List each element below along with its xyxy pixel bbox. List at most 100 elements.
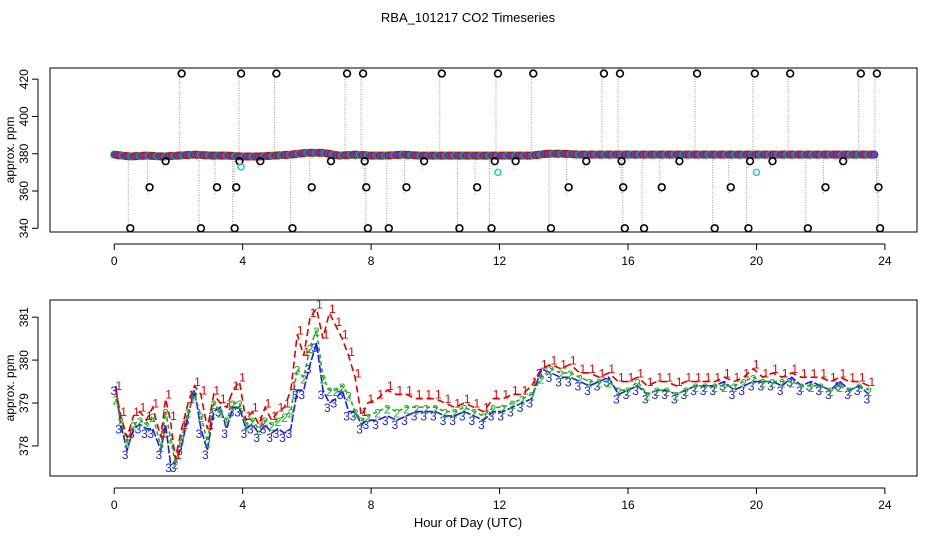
series-marker-2: 2	[243, 419, 250, 433]
series-marker-2: 2	[673, 389, 680, 403]
series-marker-1: 1	[416, 388, 423, 402]
series-marker-3: 3	[459, 410, 466, 424]
series-marker-1: 1	[763, 366, 770, 380]
series-marker-2: 2	[740, 377, 747, 391]
x-axis-label: Hour of Day (UTC)	[414, 515, 522, 530]
x-tick-label: 12	[493, 254, 507, 268]
series-marker-1: 1	[724, 366, 731, 380]
calibration-point	[617, 156, 626, 166]
series-marker-3: 3	[391, 418, 398, 432]
series-marker-2: 2	[634, 377, 641, 391]
series-marker-1: 1	[170, 409, 177, 423]
series-marker-1: 1	[618, 371, 625, 385]
series-marker-2: 2	[130, 419, 137, 433]
series-marker-1: 1	[194, 375, 201, 389]
series-marker-1: 1	[152, 396, 159, 410]
series-marker-1: 1	[175, 448, 182, 462]
series-marker-1: 1	[637, 366, 644, 380]
series-marker-1: 1	[140, 401, 147, 415]
series-marker-3: 3	[215, 405, 222, 419]
series-marker-1: 1	[820, 366, 827, 380]
calibration-point	[230, 224, 239, 233]
series-marker-1: 1	[297, 323, 304, 337]
calibration-point	[326, 156, 336, 166]
series-marker-3: 3	[844, 388, 851, 402]
series-marker-3: 3	[546, 371, 553, 385]
series-marker-1: 1	[474, 396, 481, 410]
series-marker-1: 1	[464, 392, 471, 406]
series-marker-1: 1	[753, 358, 760, 372]
series-marker-2: 2	[345, 389, 352, 403]
series-marker-2: 2	[294, 364, 301, 378]
series-marker-1: 1	[252, 401, 259, 415]
x-tick-label: 4	[239, 498, 246, 512]
calibration-point	[511, 156, 520, 166]
series-marker-1: 1	[133, 405, 140, 419]
series-marker-3: 3	[815, 384, 822, 398]
series-marker-3: 3	[411, 410, 418, 424]
series-marker-2: 2	[157, 441, 164, 455]
calibration-point	[874, 183, 883, 192]
series-marker-2: 2	[509, 398, 516, 412]
calibration-point	[437, 69, 446, 78]
series-marker-1: 1	[849, 371, 856, 385]
series-marker-2: 2	[112, 394, 119, 408]
calibration-point	[745, 156, 755, 166]
x-tick-label: 20	[750, 254, 764, 268]
calibration-point	[493, 69, 503, 78]
series-marker-3: 3	[183, 414, 190, 428]
calibration-point	[236, 69, 246, 78]
calibration-point	[256, 156, 265, 166]
series-marker-3: 3	[497, 410, 504, 424]
series-marker-2: 2	[326, 385, 333, 399]
series-marker-3: 3	[613, 392, 620, 406]
series-marker-2: 2	[300, 372, 307, 386]
series-marker-1: 1	[628, 371, 635, 385]
y-tick-label: 420	[17, 69, 31, 89]
series-marker-2: 2	[760, 377, 767, 391]
x-tick-label: 20	[750, 498, 764, 512]
series-marker-1: 1	[801, 366, 808, 380]
calibration-point	[692, 69, 702, 78]
series-marker-3: 3	[196, 427, 203, 441]
series-marker-2: 2	[837, 381, 844, 395]
calibration-point	[145, 183, 154, 192]
calibration-point	[161, 156, 170, 166]
series-marker-3: 3	[273, 427, 280, 441]
calibration-point	[821, 183, 830, 192]
calibration-point	[196, 224, 206, 233]
series-marker-3: 3	[652, 388, 659, 402]
calibration-point	[657, 183, 666, 192]
series-marker-1: 1	[271, 409, 278, 423]
series-marker-2: 2	[856, 381, 863, 395]
x-tick-label: 8	[368, 498, 375, 512]
calibration-point	[472, 183, 482, 192]
series-marker-2: 2	[249, 415, 256, 429]
series-marker-1: 1	[316, 298, 323, 312]
series-marker-3: 3	[356, 422, 363, 436]
series-marker-3: 3	[135, 422, 142, 436]
series-marker-3: 3	[343, 410, 350, 424]
series-marker-3: 3	[709, 384, 716, 398]
series-line-3	[115, 342, 870, 464]
cyan-point	[752, 168, 761, 177]
series-marker-2: 2	[339, 381, 346, 395]
calibration-point	[363, 224, 373, 233]
series-marker-3: 3	[854, 384, 861, 398]
series-marker-3: 3	[337, 388, 344, 402]
calibration-point	[599, 69, 609, 78]
calibration-point	[288, 224, 297, 233]
series-marker-1: 1	[743, 366, 750, 380]
series-marker-3: 3	[536, 367, 543, 381]
series-marker-3: 3	[147, 427, 154, 441]
series-marker-3: 3	[478, 418, 485, 432]
x-tick-label: 0	[111, 498, 118, 512]
series-marker-2: 2	[204, 437, 211, 451]
y-tick-label: 360	[17, 181, 31, 201]
calibration-point	[615, 69, 625, 78]
series-marker-2: 2	[750, 372, 757, 386]
series-marker-3: 3	[430, 410, 437, 424]
series-marker-1: 1	[233, 379, 240, 393]
calibration-point	[487, 224, 496, 233]
series-marker-3: 3	[584, 384, 591, 398]
